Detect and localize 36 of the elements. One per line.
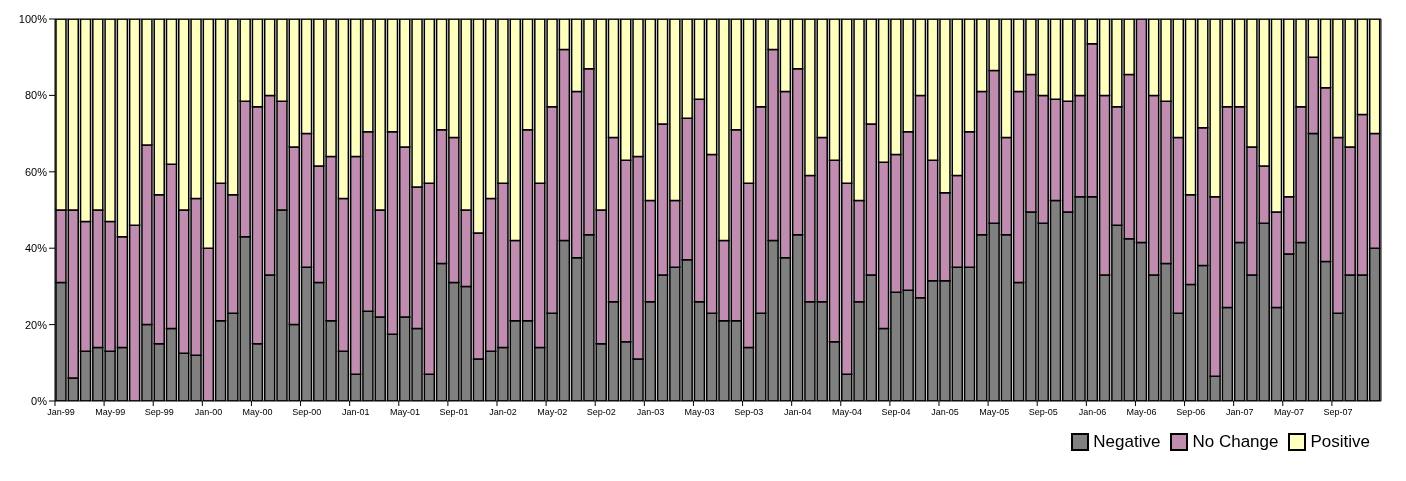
- x-tick-label: May-99: [95, 407, 126, 417]
- x-tick-label: Jan-02: [489, 407, 517, 417]
- x-tick-label: Sep-00: [292, 407, 322, 417]
- x-tick-label: May-06: [1126, 407, 1157, 417]
- x-tick-label: Jan-05: [931, 407, 959, 417]
- x-tick-label: Sep-03: [734, 407, 764, 417]
- x-tick-label: May-04: [831, 407, 862, 417]
- x-tick-label: Sep-06: [1176, 407, 1206, 417]
- legend-label: Positive: [1310, 431, 1370, 453]
- x-tick-label: Jan-06: [1078, 407, 1107, 417]
- x-tick-label: Sep-01: [439, 407, 469, 417]
- x-tick-label: Sep-05: [1028, 407, 1058, 417]
- y-tick-label: 100%: [18, 12, 48, 25]
- x-tick-label: Jan-00: [194, 407, 223, 417]
- x-tick-label: Jan-01: [342, 407, 370, 417]
- x-tick-label: May-03: [684, 407, 715, 417]
- x-tick-label: Sep-99: [144, 407, 174, 417]
- legend-label: Negative: [1093, 431, 1161, 453]
- x-tick-label: Jan-03: [636, 407, 665, 417]
- x-tick-label: May-02: [537, 407, 568, 417]
- x-tick-label: Sep-07: [1323, 407, 1353, 417]
- x-tick-label: Sep-02: [586, 407, 616, 417]
- x-tick-label: May-01: [389, 407, 420, 417]
- x-tick-label: Sep-04: [881, 407, 911, 417]
- x-tick-label: Jan-07: [1226, 407, 1254, 417]
- y-tick-label: 60%: [24, 165, 48, 178]
- y-tick-label: 40%: [24, 242, 48, 255]
- x-tick-label: May-05: [979, 407, 1010, 417]
- y-tick-label: 20%: [24, 318, 48, 331]
- x-tick-label: Jan-99: [47, 407, 75, 417]
- y-tick-label: 0%: [31, 394, 48, 407]
- x-tick-label: Jan-04: [784, 407, 812, 417]
- y-tick-label: 80%: [24, 89, 48, 102]
- x-tick-label: May-07: [1273, 407, 1304, 417]
- legend-label: No Change: [1192, 431, 1279, 453]
- x-tick-label: May-00: [242, 407, 273, 417]
